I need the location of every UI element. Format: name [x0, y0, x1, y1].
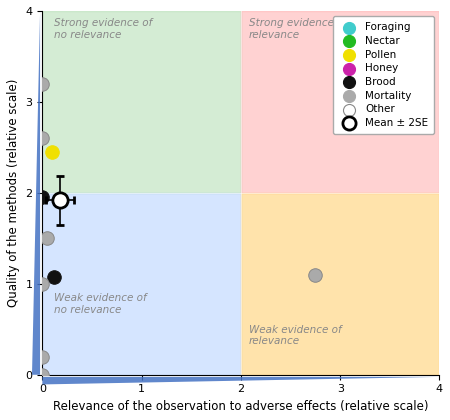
Point — [51, 273, 58, 280]
Bar — [241, 193, 440, 375]
Text: Weak evidence of
no relevance: Weak evidence of no relevance — [54, 293, 147, 315]
Legend: Foraging, Nectar, Pollen, Honey, Brood, Mortality, Other, Mean ± 2SE: Foraging, Nectar, Pollen, Honey, Brood, … — [333, 16, 434, 134]
Point — [39, 371, 46, 378]
Point — [39, 353, 46, 360]
Point — [39, 80, 46, 87]
Bar — [241, 11, 440, 193]
Point — [49, 149, 56, 155]
X-axis label: Relevance of the observation to adverse effects (relative scale): Relevance of the observation to adverse … — [53, 400, 429, 413]
Text: Weak evidence of
relevance: Weak evidence of relevance — [249, 325, 342, 346]
Point — [39, 281, 46, 287]
Text: Strong evidence of
no relevance: Strong evidence of no relevance — [54, 18, 153, 40]
Point — [44, 235, 51, 242]
Bar — [42, 193, 241, 375]
Y-axis label: Quality of the methods (relative scale): Quality of the methods (relative scale) — [7, 79, 20, 307]
Point — [312, 271, 319, 278]
Bar — [42, 11, 241, 193]
Point — [39, 135, 46, 142]
Point — [39, 194, 46, 201]
Text: Strong evidence of
relevance: Strong evidence of relevance — [249, 18, 347, 40]
